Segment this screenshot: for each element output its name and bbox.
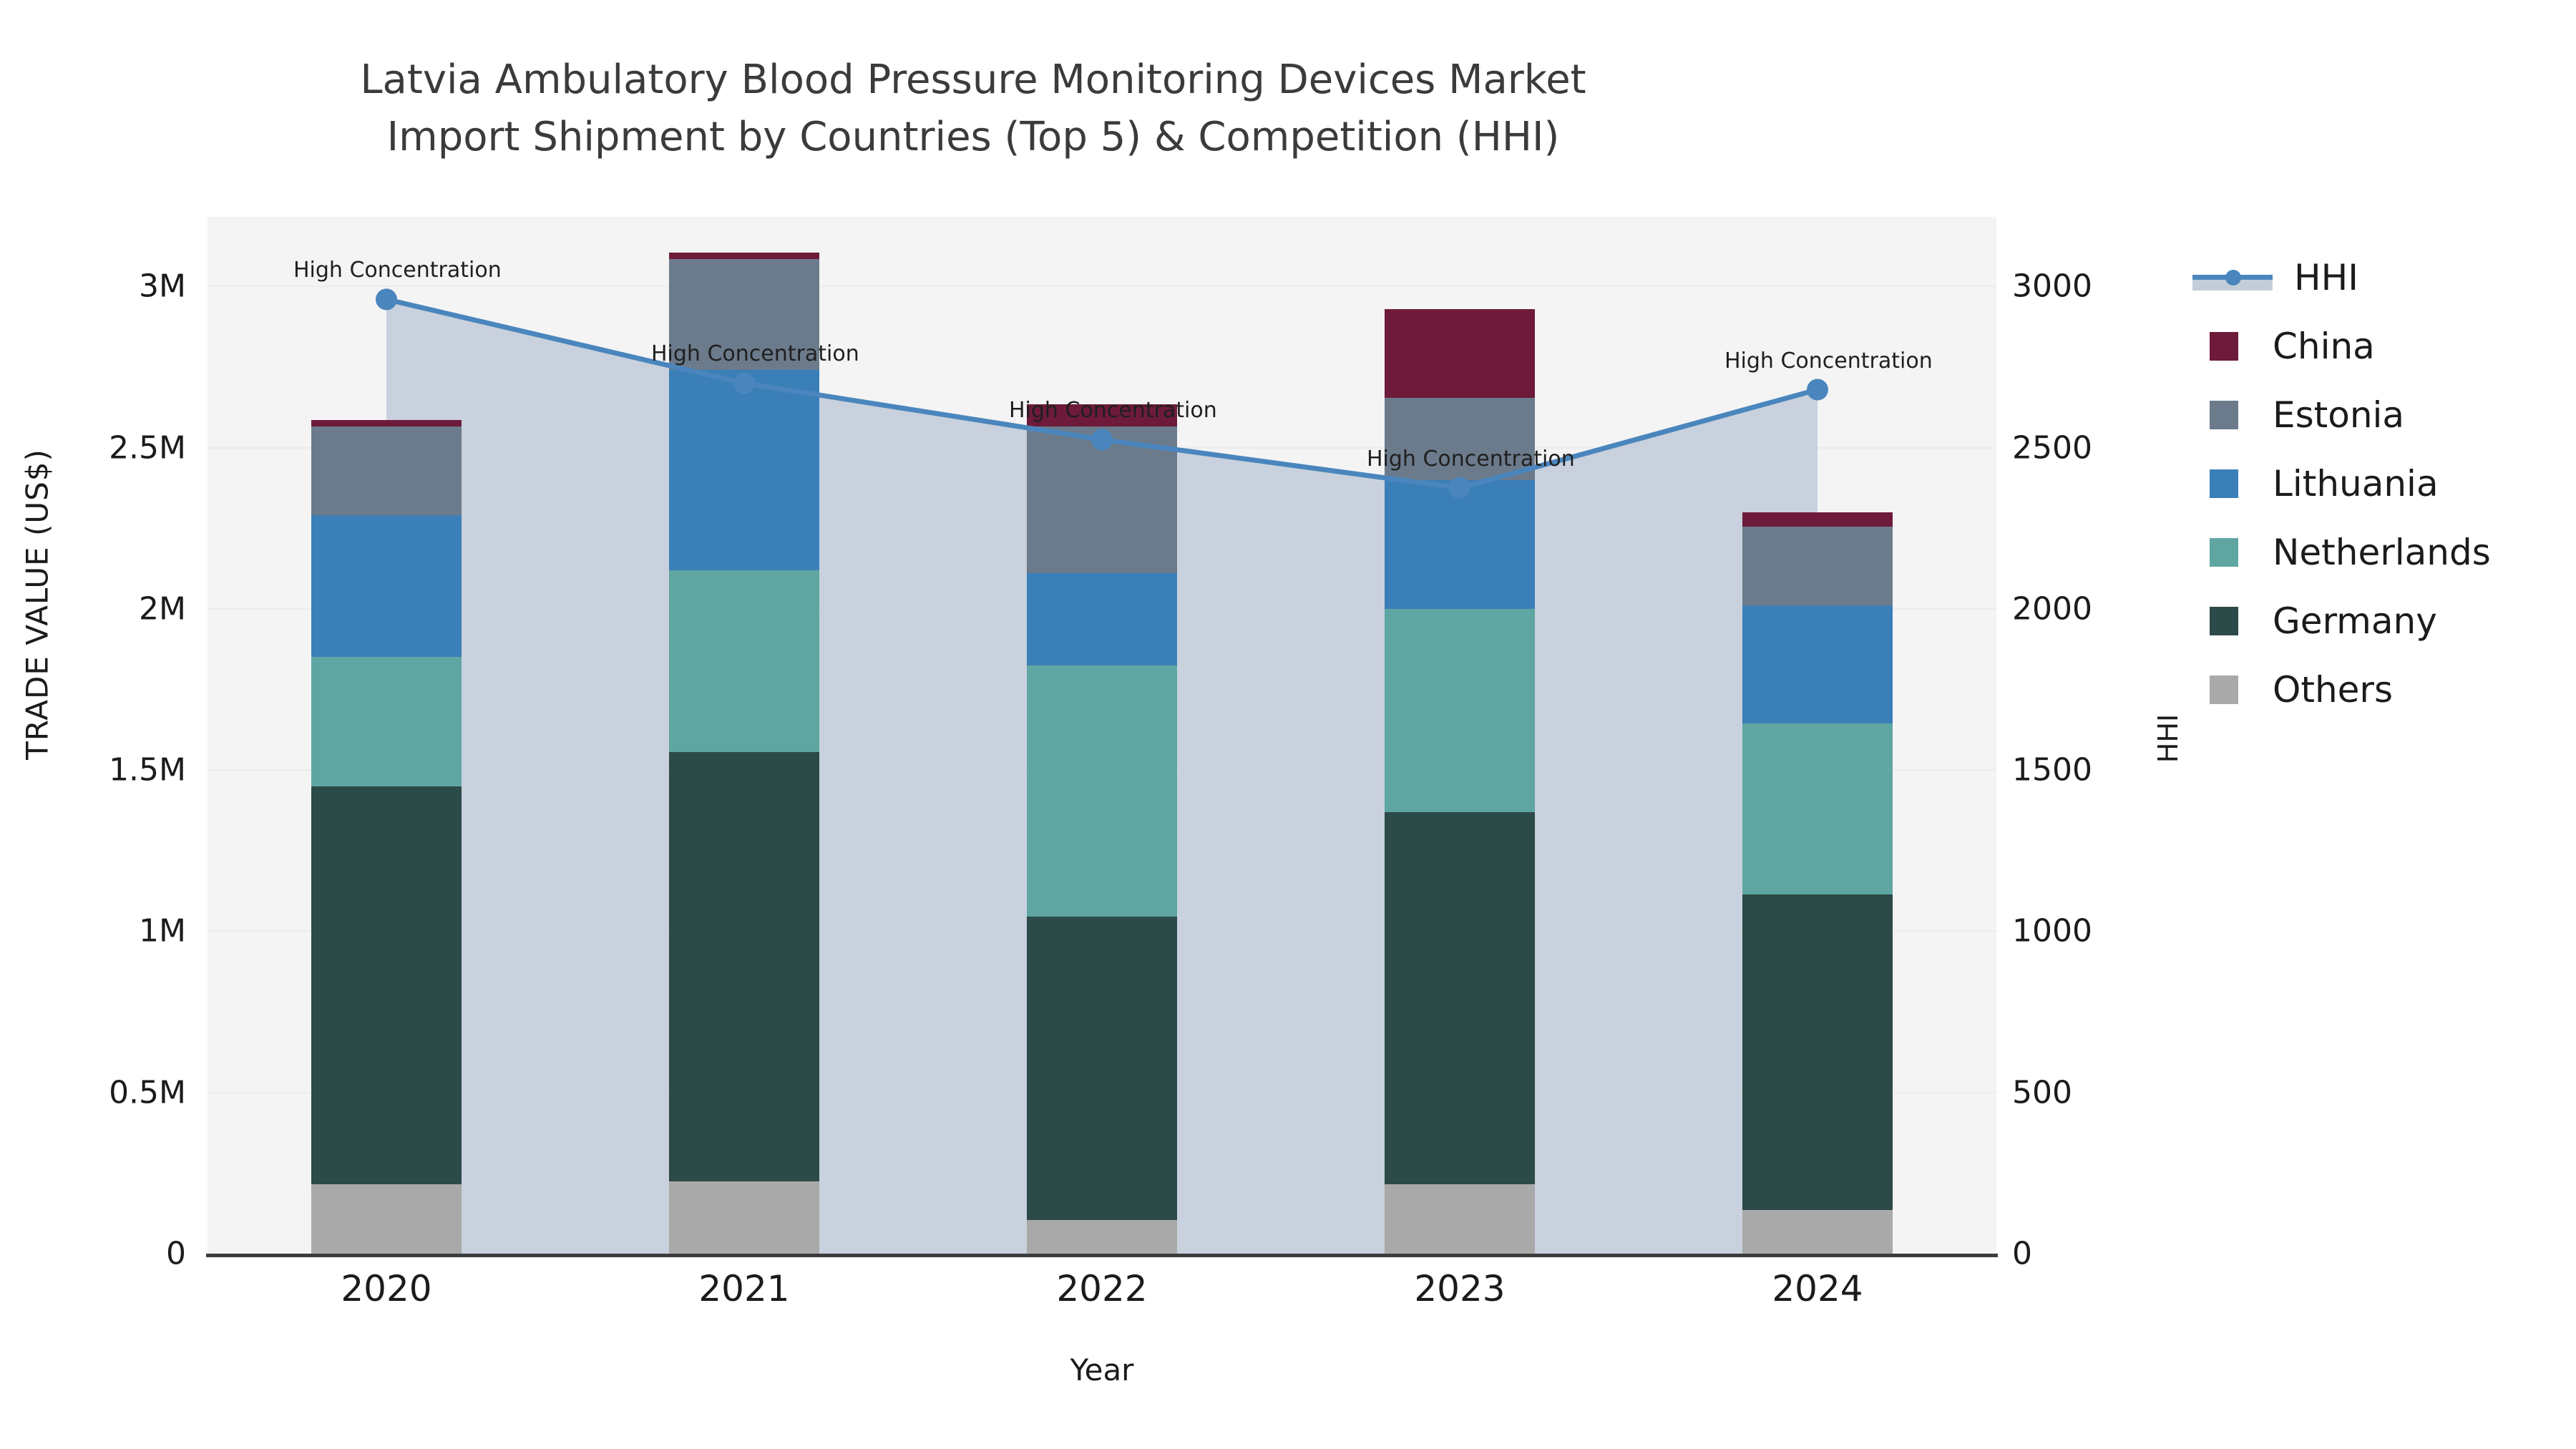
bar-segment-china-2020[interactable]: [311, 420, 462, 427]
legend-item-china[interactable]: China: [2190, 312, 2576, 381]
bar-segment-others-2020[interactable]: [311, 1184, 462, 1254]
bar-segment-china-2024[interactable]: [1742, 512, 1893, 527]
y-tick-right-1000: 1000: [2012, 912, 2092, 950]
legend-item-netherlands[interactable]: Netherlands: [2190, 518, 2576, 587]
legend-item-estonia[interactable]: Estonia: [2190, 381, 2576, 449]
y-tick-right-0: 0: [2012, 1235, 2032, 1272]
bar-segment-germany-2020[interactable]: [311, 786, 462, 1185]
chart-title: Latvia Ambulatory Blood Pressure Monitor…: [0, 52, 1946, 165]
y-tick-right-2000: 2000: [2012, 590, 2092, 628]
bar-segment-others-2024[interactable]: [1742, 1210, 1893, 1254]
y-tick-left-2.5M: 2.5M: [109, 429, 186, 467]
y-tick-left-1.5M: 1.5M: [109, 751, 186, 789]
bar-2021[interactable]: [669, 217, 819, 1254]
x-tick-2023: 2023: [1414, 1268, 1506, 1309]
bar-segment-lithuania-2023[interactable]: [1385, 479, 1535, 609]
legend-swatch-china: [2210, 332, 2238, 361]
bar-segment-netherlands-2022[interactable]: [1027, 665, 1177, 917]
chart-title-line-1: Latvia Ambulatory Blood Pressure Monitor…: [360, 57, 1586, 103]
y-tick-right-3000: 3000: [2012, 268, 2092, 305]
legend-swatch-netherlands: [2210, 538, 2238, 567]
x-tick-2022: 2022: [1056, 1268, 1148, 1309]
bar-segment-germany-2023[interactable]: [1385, 811, 1535, 1185]
annotation-high-concentration-2020: High Concentration: [293, 258, 502, 283]
legend-label-estonia: Estonia: [2273, 394, 2405, 436]
bar-segment-lithuania-2021[interactable]: [669, 370, 819, 570]
legend-label-others: Others: [2273, 669, 2394, 711]
y-tick-right-500: 500: [2012, 1074, 2072, 1111]
bar-2024[interactable]: [1742, 217, 1893, 1254]
y-tick-right-1500: 1500: [2012, 751, 2092, 789]
y-tick-left-2M: 2M: [139, 590, 186, 628]
y-tick-left-0: 0: [166, 1235, 186, 1272]
y-tick-left-3M: 3M: [139, 268, 186, 305]
legend-label-lithuania: Lithuania: [2273, 463, 2439, 504]
y-axis-label-right: HHI: [2152, 713, 2184, 763]
x-tick-2021: 2021: [698, 1268, 790, 1309]
y-tick-left-0.5M: 0.5M: [109, 1074, 186, 1111]
chart-title-line-2: Import Shipment by Countries (Top 5) & C…: [386, 113, 1560, 160]
x-axis-label: Year: [1070, 1352, 1134, 1387]
x-tick-2024: 2024: [1772, 1268, 1863, 1309]
legend-item-lithuania[interactable]: Lithuania: [2190, 449, 2576, 518]
legend-label-germany: Germany: [2273, 600, 2437, 642]
legend-swatch-estonia: [2210, 401, 2238, 429]
legend-item-germany[interactable]: Germany: [2190, 587, 2576, 655]
annotation-high-concentration-2023: High Concentration: [1367, 446, 1575, 472]
legend-label-hhi: HHI: [2294, 257, 2358, 298]
bar-2020[interactable]: [311, 217, 462, 1254]
legend-swatch-others: [2210, 675, 2238, 704]
bar-2023[interactable]: [1385, 217, 1535, 1254]
legend-swatch-lithuania: [2210, 469, 2238, 498]
x-axis-line: [206, 1254, 1998, 1257]
bar-segment-estonia-2022[interactable]: [1027, 426, 1177, 574]
plot-inner: High Concentration High Concentration High…: [208, 217, 1996, 1254]
annotation-high-concentration-2021: High Concentration: [651, 341, 859, 367]
bar-segment-lithuania-2022[interactable]: [1027, 573, 1177, 665]
bar-segment-china-2023[interactable]: [1385, 308, 1535, 398]
x-tick-2020: 2020: [341, 1268, 432, 1309]
bar-segment-netherlands-2023[interactable]: [1385, 608, 1535, 812]
annotation-high-concentration-2022: High Concentration: [1009, 398, 1217, 424]
y-tick-left-1M: 1M: [139, 912, 186, 950]
legend-line-marker: [2225, 270, 2241, 286]
plot-area: High Concentration High Concentration High…: [208, 217, 1996, 1254]
chart-legend: HHI China Estonia Lithuania Netherlands Germa…: [2190, 243, 2576, 724]
bar-segment-china-2021[interactable]: [669, 253, 819, 260]
y-tick-right-2500: 2500: [2012, 429, 2092, 467]
legend-item-others[interactable]: Others: [2190, 655, 2576, 724]
annotation-high-concentration-2024: High Concentration: [1724, 348, 1933, 374]
bar-segment-others-2022[interactable]: [1027, 1219, 1177, 1254]
bar-segment-netherlands-2021[interactable]: [669, 570, 819, 753]
legend-swatch-germany: [2210, 607, 2238, 635]
bar-segment-others-2021[interactable]: [669, 1181, 819, 1254]
legend-item-hhi[interactable]: HHI: [2190, 243, 2576, 312]
gridline-right: [208, 286, 1996, 288]
bar-segment-estonia-2020[interactable]: [311, 426, 462, 516]
bar-segment-lithuania-2020[interactable]: [311, 515, 462, 658]
bar-segment-netherlands-2020[interactable]: [311, 657, 462, 786]
bar-2022[interactable]: [1027, 217, 1177, 1254]
bar-segment-netherlands-2024[interactable]: [1742, 723, 1893, 894]
bar-segment-others-2023[interactable]: [1385, 1184, 1535, 1254]
bar-segment-germany-2024[interactable]: [1742, 894, 1893, 1211]
legend-label-netherlands: Netherlands: [2273, 532, 2491, 573]
bar-segment-estonia-2024[interactable]: [1742, 527, 1893, 606]
bar-segment-germany-2021[interactable]: [669, 752, 819, 1181]
bar-segment-germany-2022[interactable]: [1027, 917, 1177, 1220]
legend-line-icon: [2192, 263, 2273, 292]
bar-segment-lithuania-2024[interactable]: [1742, 605, 1893, 723]
legend-label-china: China: [2273, 326, 2375, 367]
